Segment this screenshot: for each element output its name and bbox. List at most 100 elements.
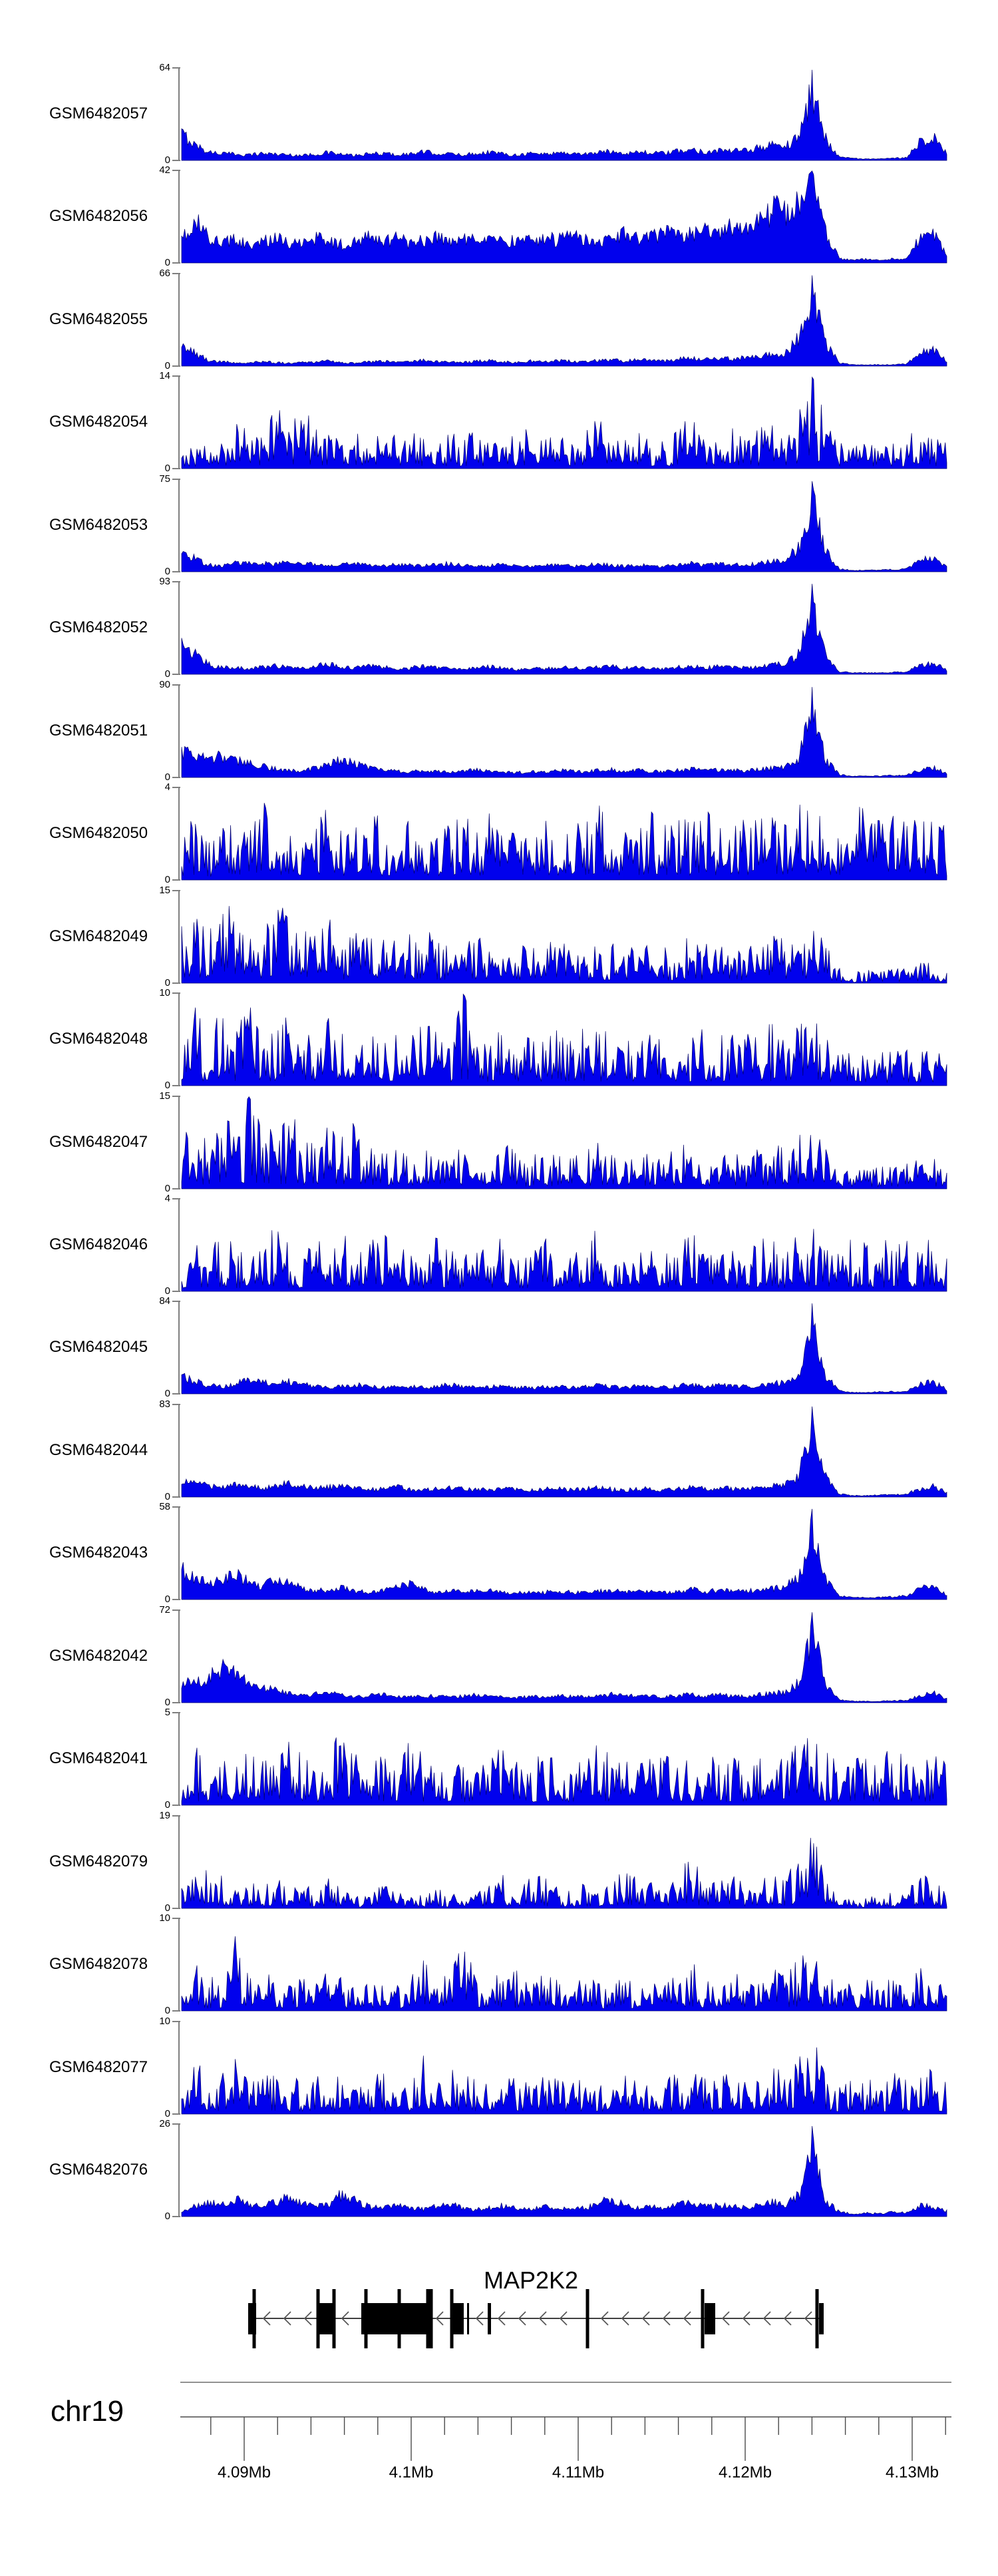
track-ymin-label: 0 bbox=[164, 771, 170, 783]
ruler-tick-label: 4.09Mb bbox=[218, 2464, 271, 2481]
ymin-tick bbox=[172, 674, 180, 675]
track-ymin-label: 0 bbox=[164, 1799, 170, 1811]
ymax-tick bbox=[172, 170, 180, 171]
track-ymax-label: 10 bbox=[159, 987, 170, 998]
track-ymin-label: 0 bbox=[164, 1491, 170, 1502]
ymin-tick bbox=[172, 1702, 180, 1703]
track-ymin-label: 0 bbox=[164, 154, 170, 166]
ymin-tick bbox=[172, 160, 180, 161]
ymin-tick bbox=[172, 1188, 180, 1189]
track-signal-area bbox=[181, 687, 947, 778]
ymax-tick bbox=[172, 2123, 180, 2125]
track-signal-area bbox=[181, 1838, 947, 1909]
track-ymin-label: 0 bbox=[164, 874, 170, 885]
ymin-tick bbox=[172, 2113, 180, 2115]
track-ymin-label: 0 bbox=[164, 257, 170, 268]
ymin-tick bbox=[172, 468, 180, 469]
ymax-tick bbox=[172, 2021, 180, 2022]
track-label: GSM6482047 bbox=[49, 1133, 148, 1151]
track-label: GSM6482054 bbox=[49, 413, 148, 431]
track-y-axis bbox=[178, 1404, 180, 1497]
track-y-axis bbox=[178, 2124, 180, 2217]
ymin-tick bbox=[172, 777, 180, 778]
ymax-tick bbox=[172, 1198, 180, 1199]
gene-model-track: MAP2K2 bbox=[248, 2266, 824, 2348]
track-y-axis bbox=[178, 1096, 180, 1189]
track-y-axis bbox=[178, 479, 180, 572]
track-label: GSM6482055 bbox=[49, 310, 148, 328]
track-label: GSM6482077 bbox=[49, 2058, 148, 2076]
track-ymin-label: 0 bbox=[164, 1902, 170, 1914]
strand-arrow-left-icon bbox=[641, 2311, 650, 2326]
track-y-axis bbox=[178, 891, 180, 983]
track-y-axis bbox=[178, 1713, 180, 1805]
track-signal-area bbox=[181, 2126, 947, 2217]
strand-arrow-left-icon bbox=[762, 2311, 771, 2326]
gene-exon-box bbox=[705, 2303, 715, 2334]
track-ymax-label: 14 bbox=[159, 370, 170, 381]
strand-arrow-left-icon bbox=[742, 2311, 750, 2326]
strand-arrow-left-icon bbox=[683, 2311, 691, 2326]
track-ymax-label: 26 bbox=[159, 2118, 170, 2129]
track-signal-area bbox=[181, 1737, 947, 1806]
strand-arrow-left-icon bbox=[497, 2311, 506, 2326]
track-ymax-label: 4 bbox=[164, 1193, 170, 1204]
ymin-tick bbox=[172, 879, 180, 881]
ymax-tick bbox=[172, 479, 180, 480]
gene-exon-tall-mark bbox=[585, 2289, 589, 2348]
strand-arrow-left-icon bbox=[600, 2311, 609, 2326]
track-y-axis bbox=[178, 582, 180, 674]
track-ymax-label: 15 bbox=[159, 1090, 170, 1102]
genome-ruler: 4.09Mb 4.1Mb 4.11Mb 4.12Mb 4.13Mb bbox=[180, 2382, 951, 2481]
track-ymax-label: 15 bbox=[159, 885, 170, 896]
track-signal-area bbox=[181, 1508, 947, 1600]
gene-exon-tall-mark bbox=[429, 2289, 433, 2348]
ymax-tick bbox=[172, 581, 180, 582]
ymin-tick bbox=[172, 1908, 180, 1909]
ymax-tick bbox=[172, 1096, 180, 1097]
ruler-tick-label: 4.1Mb bbox=[389, 2464, 434, 2481]
track-signal-area bbox=[181, 170, 947, 264]
track-signal-area bbox=[181, 993, 947, 1086]
track-y-axis bbox=[178, 1816, 180, 1908]
strand-arrow-left-icon bbox=[559, 2311, 568, 2326]
track-ymax-label: 90 bbox=[159, 679, 170, 690]
ymin-tick bbox=[172, 1805, 180, 1806]
gene-exon-box bbox=[467, 2303, 469, 2334]
ymax-tick bbox=[172, 375, 180, 377]
track-ymax-label: 83 bbox=[159, 1398, 170, 1410]
track-y-axis bbox=[178, 68, 180, 160]
track-label: GSM6482057 bbox=[49, 105, 148, 122]
ymax-tick bbox=[172, 1610, 180, 1611]
track-signal-area bbox=[181, 2047, 947, 2115]
strand-arrow-left-icon bbox=[783, 2311, 792, 2326]
track-ymax-label: 5 bbox=[164, 1707, 170, 1718]
ymax-tick bbox=[172, 67, 180, 69]
ymax-tick bbox=[172, 1301, 180, 1302]
gene-exon-box bbox=[361, 2303, 429, 2334]
ymin-tick bbox=[172, 1393, 180, 1395]
track-ymin-label: 0 bbox=[164, 1080, 170, 1091]
track-ymax-label: 66 bbox=[159, 268, 170, 279]
track-y-axis bbox=[178, 170, 180, 263]
gene-structure bbox=[248, 2289, 824, 2348]
track-signal-area bbox=[181, 1406, 947, 1498]
track-signal-area bbox=[181, 906, 947, 984]
gene-exon-tall-mark bbox=[701, 2289, 705, 2348]
track-ymin-label: 0 bbox=[164, 668, 170, 680]
track-ymin-label: 0 bbox=[164, 463, 170, 474]
track-y-axis bbox=[178, 376, 180, 469]
track-label: GSM6482049 bbox=[49, 927, 148, 945]
track-signal-area bbox=[181, 584, 947, 675]
track-signal-area bbox=[181, 803, 947, 881]
ymin-tick bbox=[172, 365, 180, 367]
track-signal-area bbox=[181, 1303, 947, 1395]
track-ymax-label: 10 bbox=[159, 2016, 170, 2027]
track-ymin-label: 0 bbox=[164, 360, 170, 371]
track-signal-area bbox=[181, 1936, 947, 2012]
track-label: GSM6482056 bbox=[49, 207, 148, 225]
strand-arrow-left-icon bbox=[538, 2311, 547, 2326]
chromosome-label: chr19 bbox=[51, 2395, 124, 2428]
track-signal-area bbox=[181, 69, 947, 161]
